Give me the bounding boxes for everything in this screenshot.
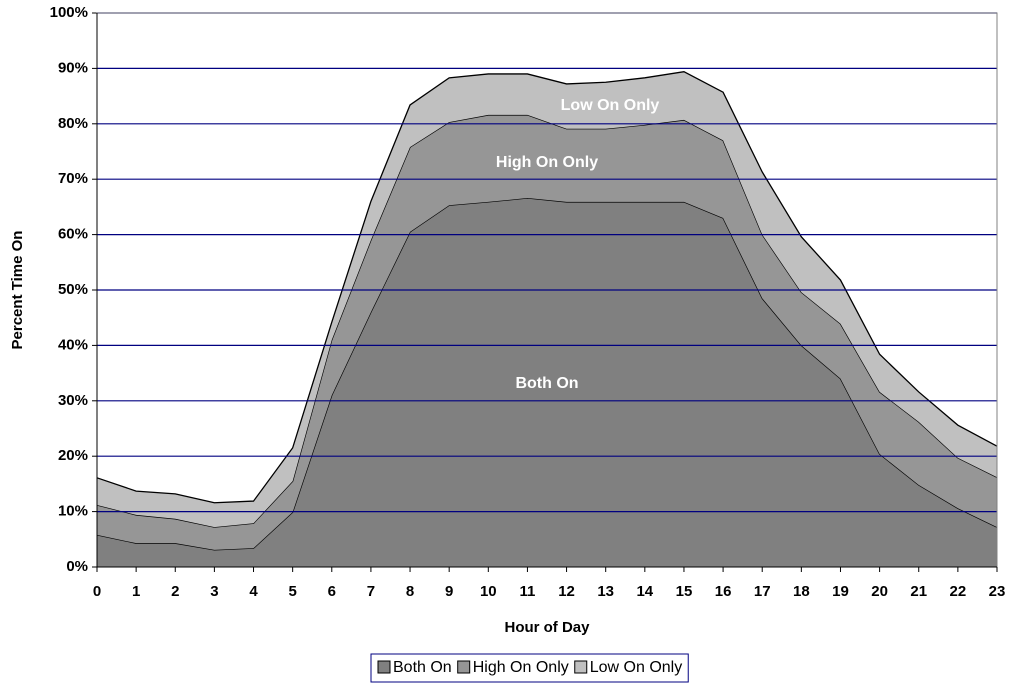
y-tick-label: 90%: [58, 59, 88, 76]
y-axis-label: Percent Time On: [9, 231, 26, 350]
x-tick-label: 22: [950, 583, 967, 600]
area: [97, 198, 997, 567]
x-tick-label: 8: [406, 583, 414, 600]
x-tick-label: 17: [754, 583, 771, 600]
x-tick-label: 9: [445, 583, 453, 600]
x-axis-label: Hour of Day: [504, 619, 590, 636]
y-tick-label: 50%: [58, 281, 88, 298]
y-tick-label: 100%: [50, 4, 88, 21]
y-tick-label: 0%: [66, 558, 88, 575]
legend-label: Both On: [393, 659, 452, 676]
x-tick-label: 21: [910, 583, 927, 600]
annotation: Both On: [515, 375, 578, 392]
legend-swatch: [457, 660, 471, 674]
x-tick-label: 1: [132, 583, 140, 600]
y-tick-label: 80%: [58, 115, 88, 132]
annotation: Low On Only: [561, 97, 660, 114]
legend-swatch: [377, 660, 391, 674]
x-tick-label: 16: [715, 583, 732, 600]
legend-label: High On Only: [473, 659, 569, 676]
annotation: High On Only: [496, 154, 598, 171]
y-tick-label: 70%: [58, 170, 88, 187]
x-tick-label: 19: [832, 583, 849, 600]
legend-label: Low On Only: [590, 659, 682, 676]
x-tick-label: 12: [558, 583, 575, 600]
y-tick-label: 20%: [58, 447, 88, 464]
x-tick-label: 4: [249, 583, 258, 600]
x-tick-label: 5: [288, 583, 296, 600]
x-tick-label: 14: [636, 583, 653, 600]
y-tick-label: 10%: [58, 503, 88, 520]
x-tick-label: 20: [871, 583, 888, 600]
x-tick-label: 3: [210, 583, 218, 600]
area: [97, 114, 997, 550]
area-line: [96, 71, 998, 504]
x-tick-label: 2: [171, 583, 179, 600]
y-tick-label: 40%: [58, 336, 88, 353]
area: [97, 71, 997, 528]
x-tick-label: 6: [328, 583, 336, 600]
x-tick-label: 13: [597, 583, 614, 600]
x-tick-label: 23: [989, 583, 1006, 600]
x-tick-label: 15: [676, 583, 693, 600]
legend-box: [370, 653, 689, 683]
y-tick-label: 60%: [58, 226, 88, 243]
x-tick-label: 11: [520, 583, 536, 600]
legend-swatch: [574, 660, 588, 674]
legend: Both On High On Only Low On Only: [370, 653, 689, 683]
x-tick-label: 10: [480, 583, 497, 600]
x-tick-label: 7: [367, 583, 375, 600]
x-tick-label: 0: [93, 583, 101, 600]
x-tick-label: 18: [793, 583, 810, 600]
y-tick-label: 30%: [58, 392, 88, 409]
